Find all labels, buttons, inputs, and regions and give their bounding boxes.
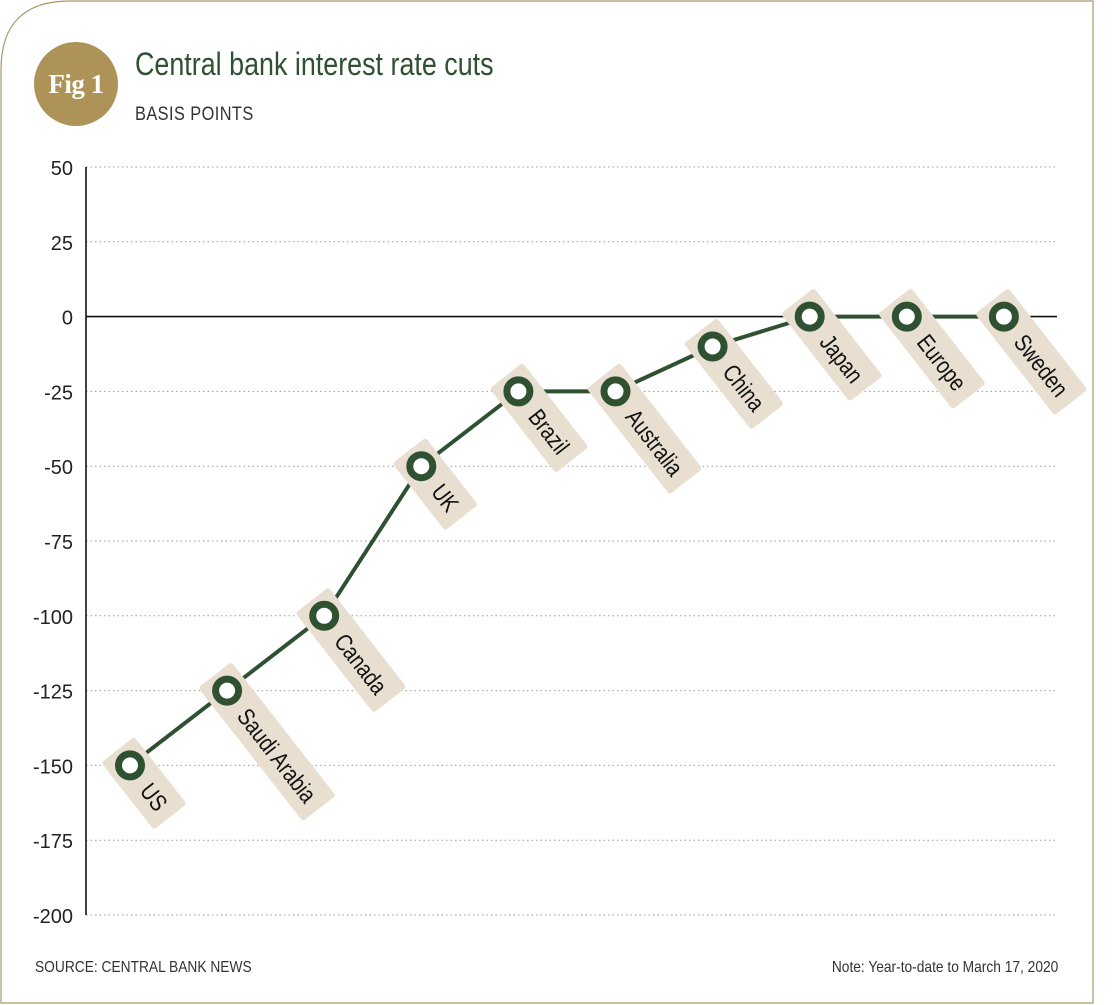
y-tick-label: -25 (44, 382, 73, 404)
y-tick-label: -125 (33, 682, 73, 704)
y-tick-label: 25 (51, 233, 73, 255)
point-markers (115, 301, 1019, 781)
y-tick-label: -200 (33, 906, 73, 928)
source-note: SOURCE: CENTRAL BANK NEWS (35, 959, 252, 976)
point-label-tag: Brazil (490, 363, 588, 472)
y-tick-label: -175 (33, 831, 73, 853)
gridlines (86, 166, 1057, 916)
chart-title: Central bank interest rate cuts (135, 46, 494, 82)
date-note: Note: Year-to-date to March 17, 2020 (831, 959, 1058, 976)
point-label-tag: UK (393, 438, 477, 530)
point-label-tag: Japan (782, 289, 882, 401)
point-label-tag: Canada (296, 588, 406, 712)
point-label-tag: Sweden (976, 289, 1087, 415)
y-tick-label: 0 (62, 308, 73, 330)
data-point (406, 451, 437, 482)
chart-subtitle: BASIS POINTS (135, 104, 254, 125)
data-point (600, 376, 631, 407)
point-label-bg (102, 737, 186, 829)
y-tick-label: -75 (44, 532, 73, 554)
data-point (115, 750, 145, 781)
series-line (128, 314, 1004, 767)
figure-badge: Fig 1 (34, 42, 118, 126)
point-label-bg (393, 438, 477, 530)
data-point (891, 301, 922, 332)
y-tick-label: -150 (33, 756, 73, 778)
point-label-tag: US (102, 737, 186, 829)
data-point (697, 331, 728, 362)
data-point (794, 301, 825, 332)
y-tick-label: -100 (33, 607, 73, 629)
series-polyline (128, 314, 1004, 767)
figure-badge-label: Fig 1 (48, 68, 104, 99)
point-label: Saudi Arabia (232, 703, 323, 808)
y-axis: 50 25 0 -25 -50 -75 -100 -125 -150 -175 -200 (33, 158, 87, 928)
point-label-tag: China (684, 319, 783, 429)
data-point (988, 301, 1019, 332)
data-point (212, 675, 243, 706)
point-label-tag: Europe (879, 289, 985, 409)
y-tick-label: 50 (51, 158, 73, 180)
data-point (503, 376, 534, 407)
y-tick-label: -50 (44, 457, 73, 479)
data-point (309, 600, 340, 631)
